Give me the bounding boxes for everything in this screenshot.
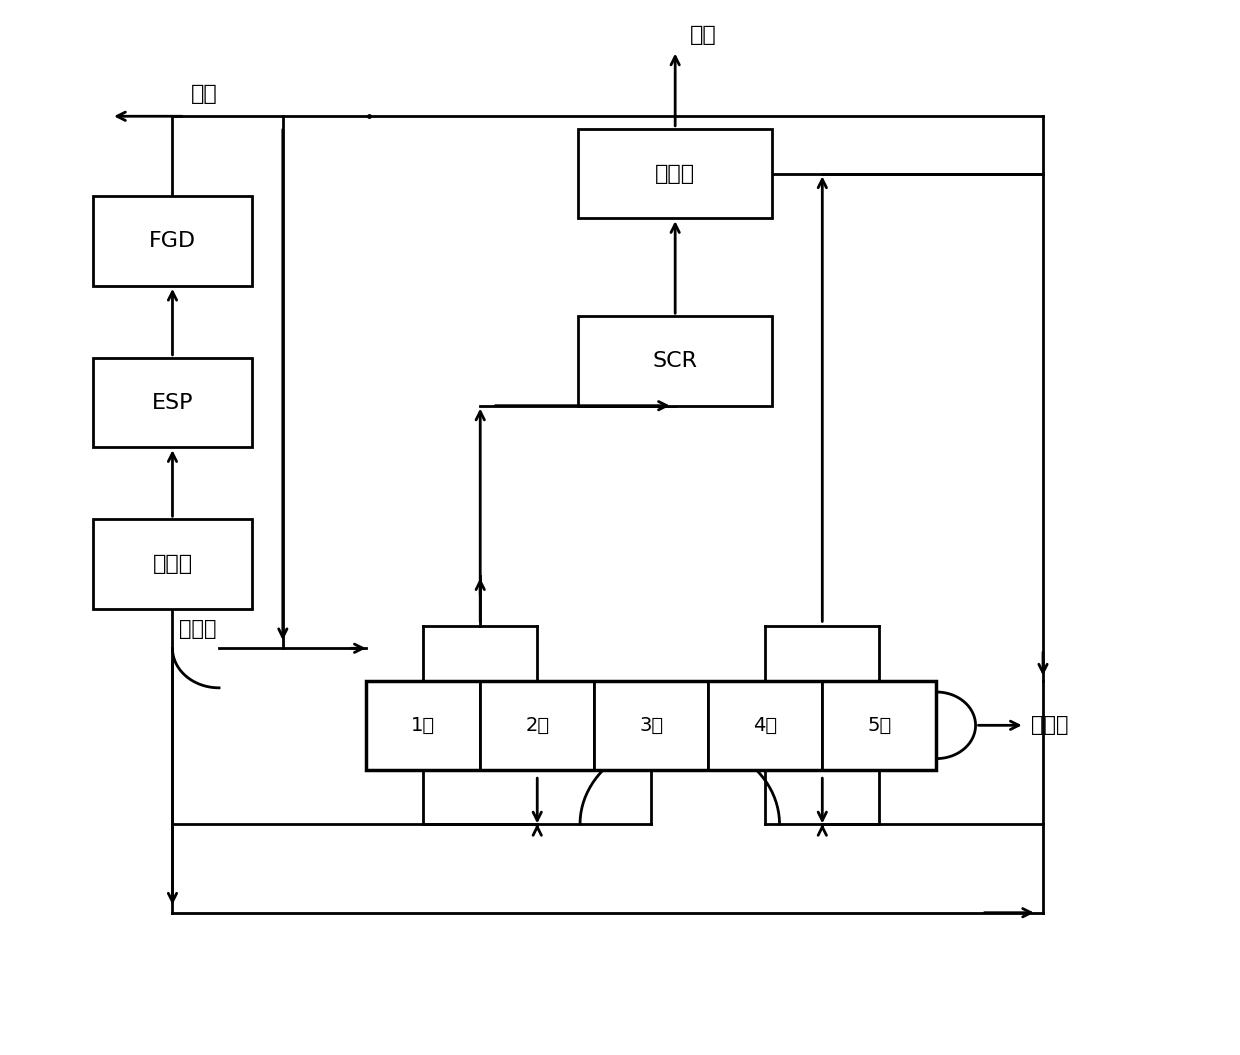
- Text: 烧结矿: 烧结矿: [179, 619, 216, 639]
- Text: 烟气: 烟气: [689, 25, 717, 45]
- Text: 2段: 2段: [526, 715, 549, 735]
- Text: FGD: FGD: [149, 231, 196, 251]
- Text: SCR: SCR: [652, 351, 698, 371]
- Bar: [93, 196, 252, 286]
- Text: 烧结机: 烧结机: [153, 554, 192, 574]
- Bar: [480, 680, 594, 770]
- Bar: [93, 519, 252, 609]
- Bar: [93, 358, 252, 447]
- Bar: [366, 680, 936, 770]
- Text: ESP: ESP: [151, 392, 193, 413]
- Text: 烧结矿: 烧结矿: [1030, 715, 1068, 735]
- Text: 3段: 3段: [639, 715, 663, 735]
- Text: 5段: 5段: [867, 715, 892, 735]
- Text: 1段: 1段: [412, 715, 435, 735]
- Bar: [594, 680, 708, 770]
- Text: 4段: 4段: [753, 715, 777, 735]
- Bar: [578, 316, 773, 406]
- Text: 烟气: 烟气: [191, 83, 217, 103]
- Bar: [366, 680, 480, 770]
- Bar: [822, 680, 936, 770]
- Bar: [578, 129, 773, 218]
- Text: 换热器: 换热器: [655, 164, 696, 184]
- Bar: [708, 680, 822, 770]
